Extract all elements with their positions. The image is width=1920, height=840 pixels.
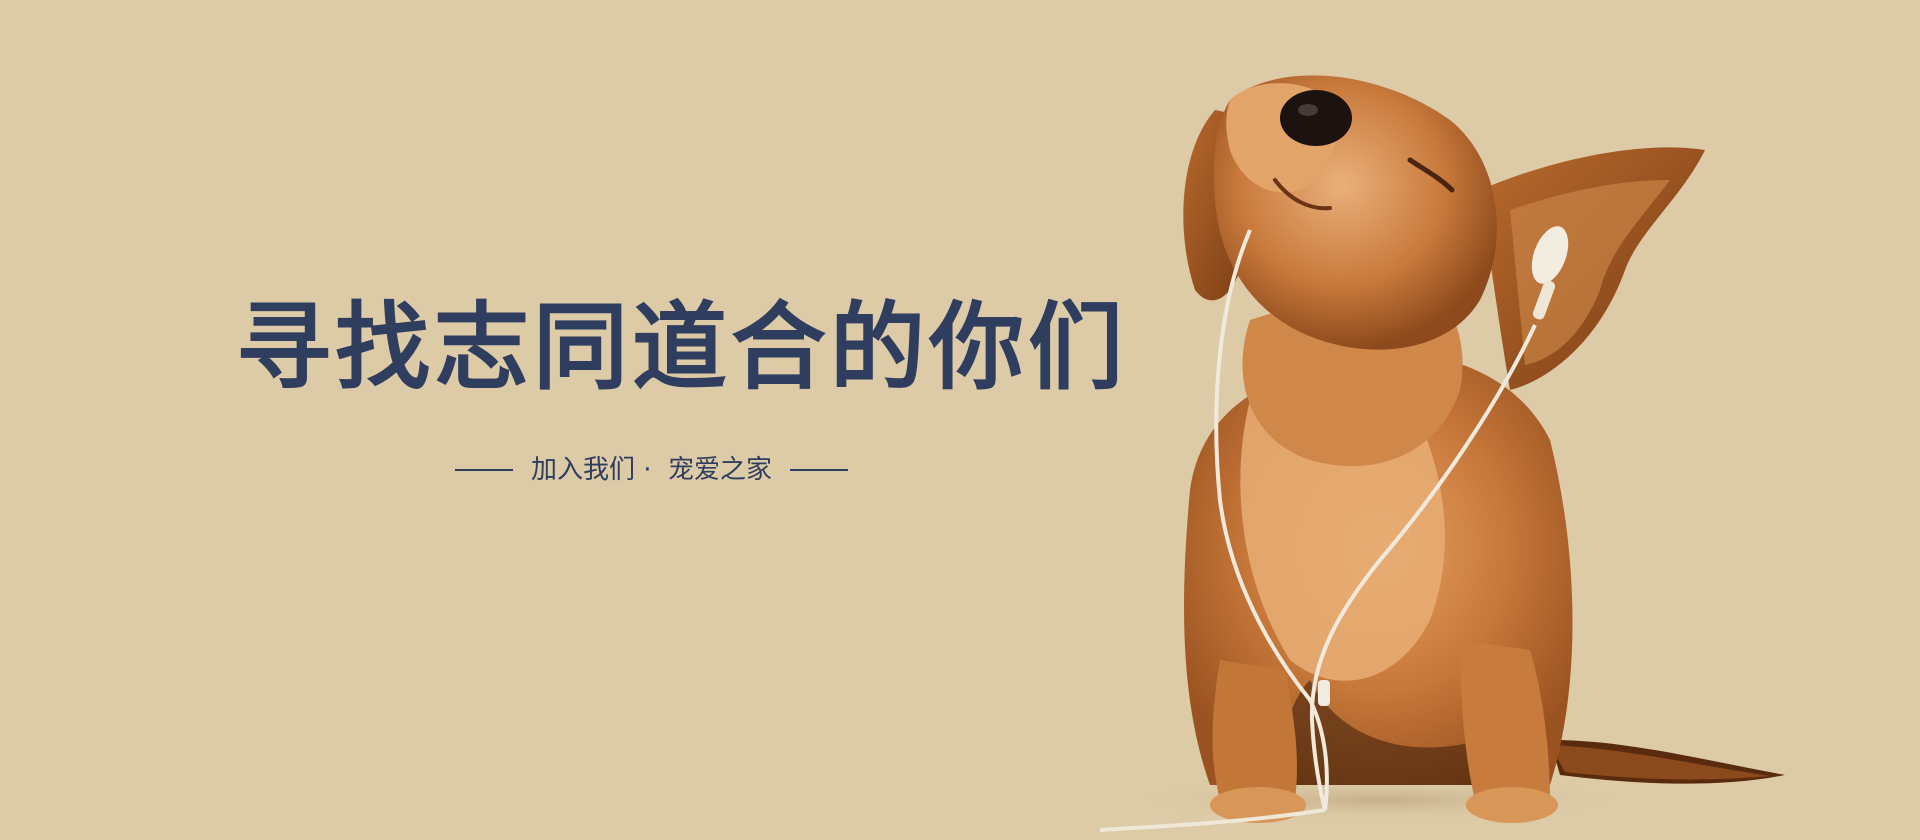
banner-tagline-row: 加入我们 · 宠爱之家 bbox=[455, 452, 849, 488]
banner-headline: 寻找志同道合的你们 bbox=[236, 293, 1128, 403]
puppy-with-earphones-photo bbox=[1099, 75, 1785, 832]
tagline-right-dash bbox=[790, 469, 849, 471]
tagline-left-dash bbox=[455, 469, 513, 471]
banner-tagline: 加入我们 · 宠爱之家 bbox=[531, 455, 773, 485]
